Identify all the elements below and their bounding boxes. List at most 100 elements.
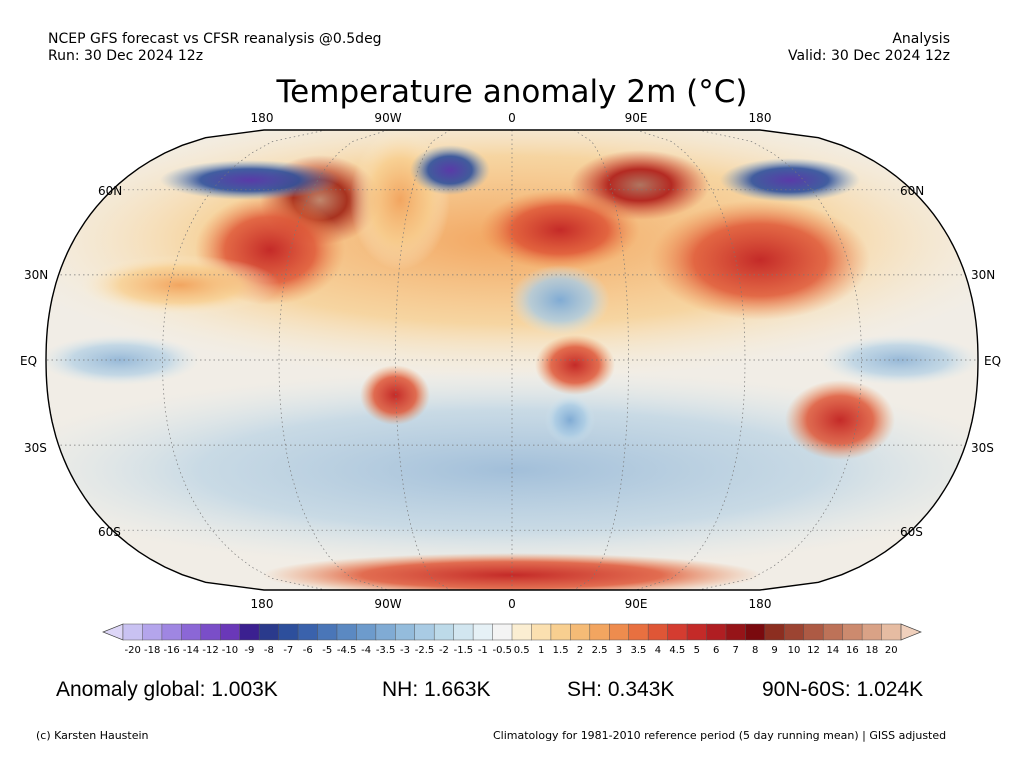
graticule [46, 130, 978, 590]
lat-label-left-60s: 60S [98, 525, 121, 539]
colorbar-swatch [317, 623, 338, 641]
lon-label-bottom-90w: 90W [374, 597, 402, 611]
colorbar-tick-label: 5 [694, 645, 700, 656]
colorbar-swatch [142, 623, 163, 641]
colorbar-swatch [531, 623, 552, 641]
colorbar-swatch [803, 623, 824, 641]
colorbar-tick-label: 2 [577, 645, 583, 656]
colorbar-tick-label: 4 [655, 645, 661, 656]
colorbar-swatch [492, 623, 513, 641]
colorbar-swatch [161, 623, 182, 641]
colorbar-swatch [647, 623, 669, 641]
colorbar-swatch [550, 623, 571, 641]
colorbar-swatch [200, 623, 221, 641]
colorbar-swatch [375, 623, 396, 641]
colorbar-swatch [472, 623, 494, 641]
colorbar-tick-label: -6 [303, 645, 313, 656]
colorbar-tick-label: -0.5 [493, 645, 513, 656]
lat-label-right-30n: 30N [971, 268, 996, 282]
colorbar-tick-label: 18 [865, 645, 878, 656]
colorbar-tick-label: -9 [244, 645, 254, 656]
colorbar-tick-label: -3 [400, 645, 410, 656]
lon-label-top-180w: 180 [250, 111, 274, 125]
lon-label-bottom-90e: 90E [624, 597, 648, 611]
anomaly-90n-60s: 90N-60S: 1.024K [762, 678, 924, 701]
graticule-meridian [573, 130, 629, 590]
colorbar-tick-label: 2.5 [592, 645, 608, 656]
colorbar-tick-label: 7 [732, 645, 738, 656]
colorbar-tick-label: -10 [222, 645, 238, 656]
colorbar-swatch [589, 623, 610, 641]
lon-label-top-180e: 180 [748, 111, 772, 125]
colorbar-swatch [667, 623, 688, 641]
colorbar-tick-label: -12 [202, 645, 218, 656]
climatology-note: Climatology for 1981-2010 reference peri… [493, 729, 947, 742]
colorbar-swatch [297, 623, 319, 641]
colorbar-tick-label: -5 [322, 645, 332, 656]
map-title: Temperature anomaly 2m (°C) [276, 74, 748, 110]
anomaly-field [46, 130, 978, 590]
colorbar-tick-label: -2 [439, 645, 449, 656]
analysis-label: Analysis [892, 31, 950, 47]
colorbar-tick-label: -20 [125, 645, 141, 656]
colorbar-tick-label: -2.5 [415, 645, 435, 656]
lat-label-right-60s: 60S [900, 525, 923, 539]
lon-label-top-0: 0 [508, 111, 516, 125]
colorbar-swatch [861, 623, 883, 641]
colorbar-tick-label: 20 [885, 645, 898, 656]
colorbar-swatch [395, 623, 416, 641]
graticule-meridian [635, 130, 746, 590]
colorbar-swatch [453, 623, 474, 641]
colorbar-swatch [686, 623, 708, 641]
lon-label-bottom-0: 0 [508, 597, 516, 611]
colorbar-swatch [336, 623, 357, 641]
colorbar-swatch [356, 623, 377, 641]
colorbar-swatch [258, 623, 280, 641]
lat-label-left-30n: 30N [24, 268, 49, 282]
graticule-meridian [278, 130, 389, 590]
colorbar-tick-label: -7 [283, 645, 293, 656]
colorbar-swatch [784, 623, 805, 641]
model-description: NCEP GFS forecast vs CFSR reanalysis @0.… [48, 31, 382, 47]
lat-label-right-30s: 30S [971, 441, 994, 455]
graticule-meridian [697, 130, 862, 590]
lat-label-right-eq: EQ [984, 354, 1002, 368]
colorbar-tick-label: -4 [361, 645, 371, 656]
colorbar-tick-label: 0.5 [514, 645, 530, 656]
colorbar-tick-label: 3.5 [630, 645, 646, 656]
colorbar-tick-label: -1.5 [454, 645, 474, 656]
colorbar-tick-label: 12 [807, 645, 820, 656]
colorbar-tick-label: 10 [788, 645, 801, 656]
colorbar-tick-label: 3 [616, 645, 622, 656]
lat-label-left-60n: 60N [98, 184, 123, 198]
anomaly-nh: NH: 1.663K [382, 678, 491, 701]
lat-label-right-60n: 60N [900, 184, 925, 198]
colorbar-swatch [220, 623, 241, 641]
credit: (c) Karsten Haustein [36, 729, 149, 742]
colorbar-swatch [433, 623, 455, 641]
valid-time: Valid: 30 Dec 2024 12z [788, 48, 950, 64]
colorbar-swatch [881, 623, 902, 641]
anomaly-global: Anomaly global: 1.003K [56, 678, 278, 701]
colorbar-tick-label: -1 [478, 645, 488, 656]
colorbar-tick-label: 8 [752, 645, 758, 656]
colorbar-swatch [570, 623, 591, 641]
lat-label-left-eq: EQ [20, 354, 38, 368]
colorbar-tick-label: -3.5 [376, 645, 396, 656]
colorbar-tick-label: 1.5 [553, 645, 569, 656]
graticule-meridian [162, 130, 327, 590]
colorbar-swatch [181, 623, 202, 641]
colorbar-swatch [414, 623, 435, 641]
run-time: Run: 30 Dec 2024 12z [48, 48, 204, 64]
colorbar-tick-label: -14 [183, 645, 199, 656]
colorbar-swatch [725, 623, 746, 641]
colorbar-tick-label: 6 [713, 645, 719, 656]
colorbar-swatch [745, 623, 766, 641]
colorbar-swatch [822, 623, 844, 641]
colorbar-swatch [842, 623, 863, 641]
lon-label-bottom-180w: 180 [250, 597, 274, 611]
lon-label-bottom-180e: 180 [748, 597, 772, 611]
colorbar-tick-label: 9 [771, 645, 777, 656]
